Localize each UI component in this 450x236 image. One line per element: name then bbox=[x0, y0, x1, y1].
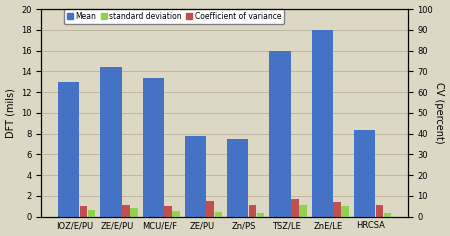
Y-axis label: DFT (mils): DFT (mils) bbox=[5, 88, 16, 138]
Bar bbox=[376, 205, 383, 217]
Bar bbox=[80, 206, 87, 217]
Bar bbox=[143, 78, 164, 217]
Legend: Mean, standard deviation, Coefficient of variance: Mean, standard deviation, Coefficient of… bbox=[63, 9, 284, 24]
Bar bbox=[122, 205, 130, 217]
Bar bbox=[270, 51, 291, 217]
Bar bbox=[299, 205, 306, 217]
Bar bbox=[100, 67, 122, 217]
Bar bbox=[164, 206, 172, 217]
Bar bbox=[58, 82, 79, 217]
Y-axis label: CV (percent): CV (percent) bbox=[434, 82, 445, 144]
Bar bbox=[333, 202, 341, 217]
Bar bbox=[185, 136, 206, 217]
Bar bbox=[207, 201, 214, 217]
Bar bbox=[291, 199, 299, 217]
Bar bbox=[312, 30, 333, 217]
Bar bbox=[130, 208, 138, 217]
Bar bbox=[354, 131, 375, 217]
Bar bbox=[215, 212, 222, 217]
Bar bbox=[227, 139, 248, 217]
Bar bbox=[257, 214, 265, 217]
Bar bbox=[383, 213, 391, 217]
Bar bbox=[172, 211, 180, 217]
Bar bbox=[342, 206, 349, 217]
Bar bbox=[249, 205, 256, 217]
Bar bbox=[88, 210, 95, 217]
